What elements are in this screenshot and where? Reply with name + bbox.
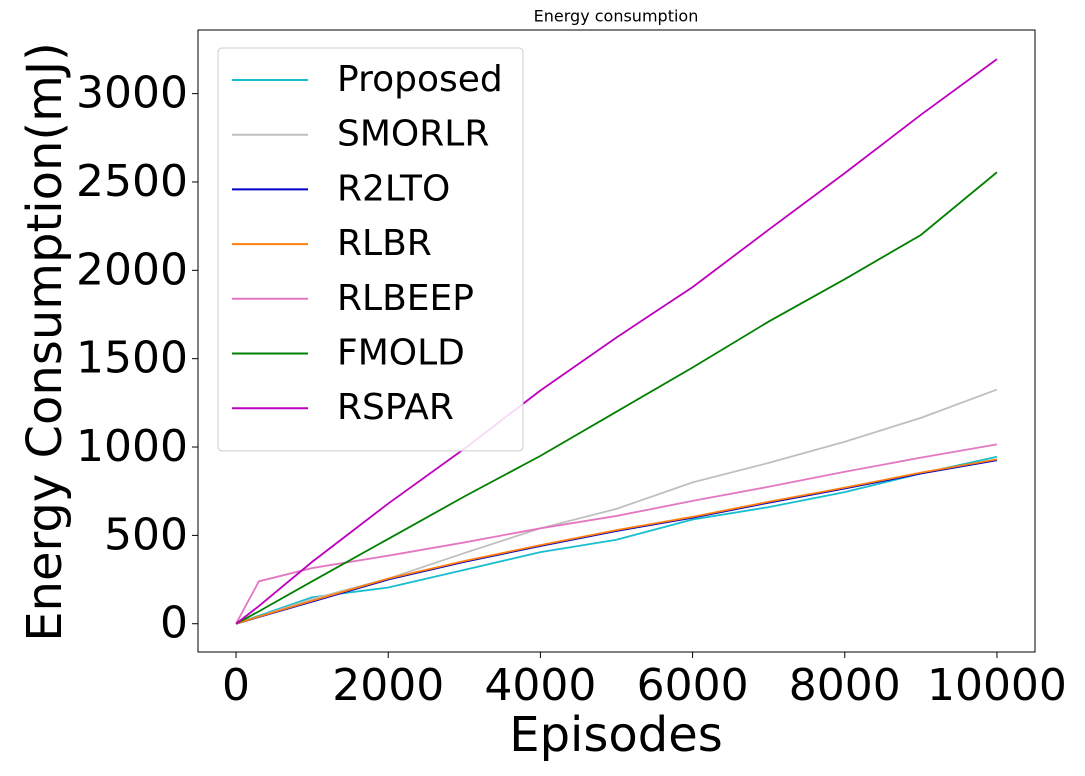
x-tick-label: 2000 (332, 660, 444, 711)
x-tick-label: 10000 (927, 660, 1067, 711)
y-tick-label: 2000 (76, 244, 188, 295)
legend-label: SMORLR (337, 114, 489, 155)
y-tick-label: 3000 (76, 68, 188, 119)
y-tick-label: 0 (160, 598, 188, 649)
series-line (235, 171, 998, 625)
legend-label: Proposed (337, 59, 503, 100)
y-axis-label: Energy Consumption(mJ) (17, 42, 73, 642)
legend-box (217, 47, 524, 452)
series-line (235, 458, 998, 625)
x-tick-label: 6000 (637, 660, 749, 711)
series-line (235, 388, 998, 625)
x-tick-label: 0 (222, 660, 250, 711)
x-axis-label: Episodes (509, 707, 723, 763)
series-line (235, 58, 998, 625)
legend-label: RLBR (337, 223, 432, 264)
chart-title: Energy consumption (534, 7, 699, 26)
y-tick-label: 1500 (76, 333, 188, 384)
series-line (235, 459, 998, 625)
legend-label: RLBEEP (337, 278, 474, 319)
legend-label: R2LTO (337, 168, 450, 209)
series-line (235, 443, 998, 625)
series-line (235, 455, 998, 625)
legend-label: RSPAR (337, 387, 454, 428)
x-tick-label: 4000 (484, 660, 596, 711)
y-tick-label: 1000 (76, 421, 188, 472)
plot-frame (197, 29, 1036, 653)
legend-label: FMOLD (337, 333, 465, 374)
x-tick-label: 8000 (789, 660, 901, 711)
y-tick-label: 500 (104, 509, 188, 560)
y-tick-label: 2500 (76, 156, 188, 207)
